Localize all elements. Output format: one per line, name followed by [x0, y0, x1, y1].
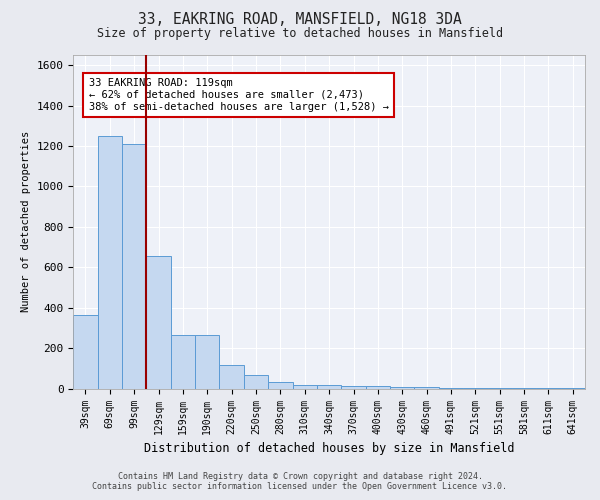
Bar [317, 384, 341, 388]
Bar [195, 335, 220, 388]
Bar [365, 386, 390, 388]
Bar [244, 374, 268, 388]
Bar [293, 384, 317, 388]
Text: 33, EAKRING ROAD, MANSFIELD, NG18 3DA: 33, EAKRING ROAD, MANSFIELD, NG18 3DA [138, 12, 462, 28]
Bar [73, 315, 98, 388]
Text: Size of property relative to detached houses in Mansfield: Size of property relative to detached ho… [97, 28, 503, 40]
Bar [146, 256, 171, 388]
X-axis label: Distribution of detached houses by size in Mansfield: Distribution of detached houses by size … [144, 442, 514, 455]
Bar [415, 386, 439, 388]
Text: 33 EAKRING ROAD: 119sqm
← 62% of detached houses are smaller (2,473)
38% of semi: 33 EAKRING ROAD: 119sqm ← 62% of detache… [89, 78, 389, 112]
Bar [220, 366, 244, 388]
Y-axis label: Number of detached properties: Number of detached properties [21, 131, 31, 312]
Bar [122, 144, 146, 388]
Bar [341, 386, 365, 388]
Bar [171, 335, 195, 388]
Text: Contains HM Land Registry data © Crown copyright and database right 2024.
Contai: Contains HM Land Registry data © Crown c… [92, 472, 508, 491]
Bar [390, 386, 415, 388]
Bar [268, 382, 293, 388]
Bar [98, 136, 122, 388]
